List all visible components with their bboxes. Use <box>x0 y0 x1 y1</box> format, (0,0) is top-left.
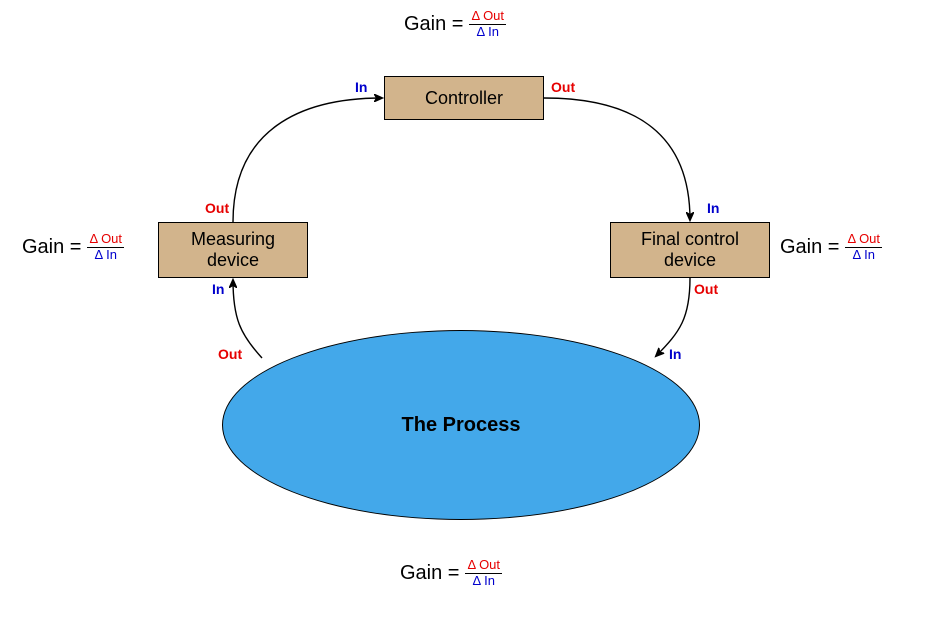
gain-denominator: Δ In <box>851 248 877 263</box>
measuring-in-label: In <box>212 281 224 297</box>
final-out-label: Out <box>694 281 718 297</box>
gain-numerator: Δ Out <box>845 232 882 248</box>
delta-in-word: In <box>103 247 117 262</box>
final-control-device-box: Final control device <box>610 222 770 278</box>
gain-numerator: Δ Out <box>469 9 506 25</box>
edge-final-to-process <box>656 278 690 356</box>
delta-out-word: Out <box>97 231 122 246</box>
delta-in-symbol: Δ <box>95 247 103 262</box>
process-ellipse: The Process <box>222 330 700 520</box>
gain-formula-final-control: Gain = Δ Out Δ In <box>780 232 882 263</box>
gain-denominator: Δ In <box>471 574 497 589</box>
controller-label: Controller <box>425 88 503 109</box>
gain-lhs: Gain = <box>400 562 459 585</box>
gain-fraction: Δ Out Δ In <box>87 232 124 263</box>
gain-lhs: Gain = <box>22 236 81 259</box>
edge-measuring-to-controller <box>233 98 382 222</box>
measuring-out-label: Out <box>205 200 229 216</box>
final-in-label: In <box>707 200 719 216</box>
edge-controller-to-final <box>544 98 690 220</box>
gain-lhs: Gain = <box>780 236 839 259</box>
final-control-label-line2: device <box>664 250 716 270</box>
gain-numerator: Δ Out <box>87 232 124 248</box>
delta-in-word: In <box>481 573 495 588</box>
gain-denominator: Δ In <box>475 25 501 40</box>
process-out-label: Out <box>218 346 242 362</box>
gain-formula-controller: Gain = Δ Out Δ In <box>404 9 506 40</box>
gain-lhs: Gain = <box>404 13 463 36</box>
process-label: The Process <box>402 414 521 437</box>
gain-numerator: Δ Out <box>465 558 502 574</box>
delta-in-symbol: Δ <box>853 247 861 262</box>
controller-in-label: In <box>355 79 367 95</box>
delta-in-symbol: Δ <box>473 573 481 588</box>
final-control-device-label: Final control device <box>641 229 739 270</box>
delta-in-symbol: Δ <box>477 24 485 39</box>
delta-in-word: In <box>861 247 875 262</box>
gain-denominator: Δ In <box>93 248 119 263</box>
gain-fraction: Δ Out Δ In <box>845 232 882 263</box>
process-in-label: In <box>669 346 681 362</box>
delta-out-word: Out <box>855 231 880 246</box>
gain-formula-process: Gain = Δ Out Δ In <box>400 558 502 589</box>
measuring-label-line2: device <box>207 250 259 270</box>
delta-in-word: In <box>485 24 499 39</box>
controller-out-label: Out <box>551 79 575 95</box>
measuring-device-label: Measuring device <box>191 229 275 270</box>
gain-formula-measuring: Gain = Δ Out Δ In <box>22 232 124 263</box>
measuring-label-line1: Measuring <box>191 229 275 249</box>
gain-fraction: Δ Out Δ In <box>465 558 502 589</box>
delta-out-word: Out <box>479 8 504 23</box>
delta-out-word: Out <box>475 557 500 572</box>
measuring-device-box: Measuring device <box>158 222 308 278</box>
gain-fraction: Δ Out Δ In <box>469 9 506 40</box>
controller-box: Controller <box>384 76 544 120</box>
final-control-label-line1: Final control <box>641 229 739 249</box>
